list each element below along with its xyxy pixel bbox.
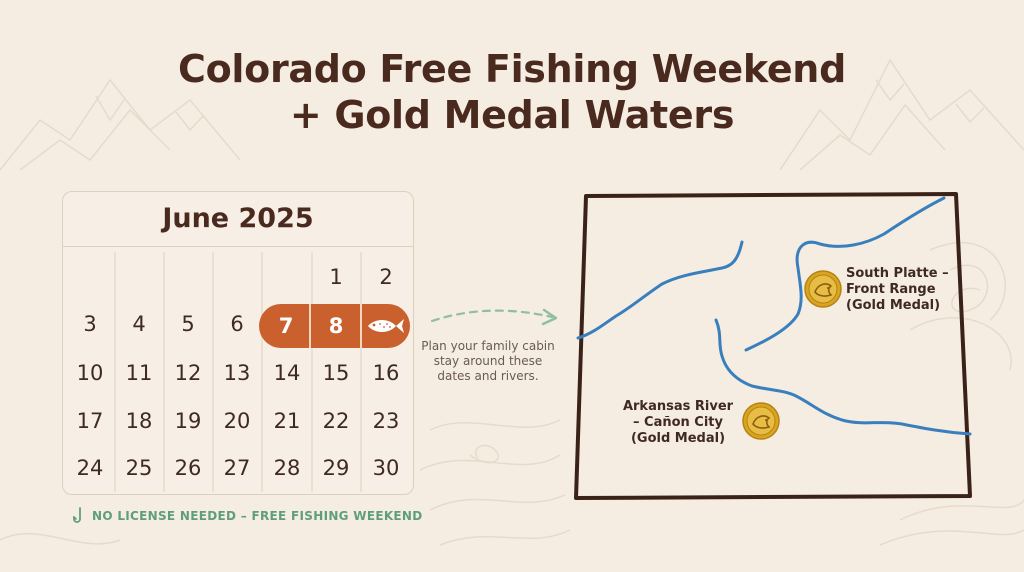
calendar-day: 29 [322, 456, 350, 480]
plan-note-line: Plan your family cabin [421, 339, 555, 353]
calendar-day: 23 [372, 409, 400, 433]
calendar-day: 6 [230, 312, 244, 336]
calendar-day: 30 [372, 456, 400, 480]
free-fishing-weekend-highlight: 7 8 [259, 304, 410, 348]
calendar-day: 4 [132, 312, 146, 336]
calendar-day-highlighted: 8 [328, 314, 344, 338]
calendar-day: 17 [76, 409, 104, 433]
calendar-day: 20 [223, 409, 251, 433]
calendar-day: 1 [329, 265, 343, 289]
calendar-day: 3 [83, 312, 97, 336]
calendar-day: 14 [273, 361, 301, 385]
location-label-line: – Cañon City [633, 415, 723, 430]
calendar-day: 19 [174, 409, 202, 433]
location-label-arkansas-river: Arkansas River – Cañon City (Gold Medal) [618, 399, 738, 447]
plan-note-line: dates and rivers. [437, 369, 539, 383]
gold-medal-trout-icon [742, 402, 780, 440]
plan-note: Plan your family cabin stay around these… [420, 339, 556, 384]
calendar-day: 28 [273, 456, 301, 480]
calendar-day: 15 [322, 361, 350, 385]
fish-hook-icon [73, 507, 81, 523]
title-line-1: Colorado Free Fishing Weekend [178, 47, 846, 91]
gold-medal-trout-icon [804, 270, 842, 308]
location-label-line: Front Range [846, 282, 936, 297]
location-label-line: (Gold Medal) [846, 298, 941, 313]
calendar-day: 5 [181, 312, 195, 336]
calendar-day-highlighted: 7 [278, 314, 294, 338]
calendar-day: 18 [125, 409, 153, 433]
calendar-day: 10 [76, 361, 104, 385]
calendar-day: 24 [76, 456, 104, 480]
footer-text: NO LICENSE NEEDED – FREE FISHING WEEKEND [92, 509, 423, 523]
calendar-day: 2 [379, 265, 393, 289]
calendar-day: 12 [174, 361, 202, 385]
footer-note: NO LICENSE NEEDED – FREE FISHING WEEKEND [72, 507, 423, 525]
calendar-day: 26 [174, 456, 202, 480]
location-label-line: South Platte – [846, 266, 949, 281]
calendar-day: 22 [322, 409, 350, 433]
dashed-arrow-icon [430, 308, 558, 326]
colorado-map [574, 192, 972, 500]
fish-icon [368, 319, 404, 333]
calendar-day: 25 [125, 456, 153, 480]
location-label-line: Arkansas River [622, 399, 734, 414]
plan-note-line: stay around these [433, 354, 543, 368]
calendar-grid-lines [114, 252, 362, 492]
calendar-day: 13 [223, 361, 251, 385]
calendar-day: 21 [273, 409, 301, 433]
calendar-day: 16 [372, 361, 400, 385]
rivers [576, 196, 972, 436]
location-label-line: (Gold Medal) [630, 431, 726, 446]
location-label-south-platte: South Platte – Front Range (Gold Medal) [846, 266, 956, 314]
calendar-month-title: June 2025 [63, 192, 413, 247]
calendar-day: 11 [125, 361, 153, 385]
state-outline [574, 192, 972, 500]
calendar-day: 27 [223, 456, 251, 480]
page-title: Colorado Free Fishing Weekend + Gold Med… [0, 46, 1024, 138]
title-line-2: + Gold Medal Waters [289, 93, 735, 137]
